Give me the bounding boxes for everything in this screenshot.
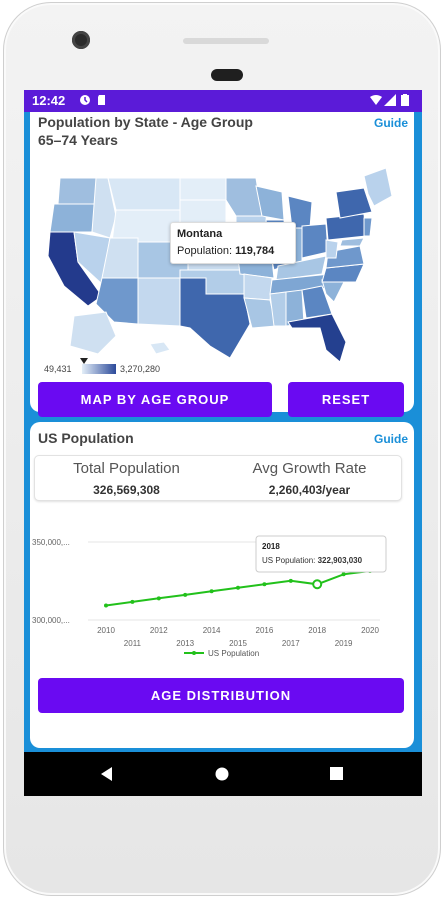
data-point <box>312 579 323 590</box>
map-subtitle: 65–74 Years <box>38 132 118 148</box>
age-distribution-button[interactable]: AGE DISTRIBUTION <box>38 678 404 713</box>
state-nm <box>137 277 181 327</box>
state-ny <box>335 187 373 219</box>
x-tick-label: 2016 <box>256 626 274 635</box>
state-ar <box>243 273 273 301</box>
x-tick-label: 2019 <box>335 639 353 648</box>
android-nav-bar <box>24 752 422 796</box>
total-population-value: 326,569,308 <box>93 483 160 497</box>
state-oh <box>301 223 329 259</box>
population-card: US Population Guide Total Population 326… <box>30 422 414 748</box>
state-tx <box>179 277 251 359</box>
growth-rate-value: 2,260,403/year <box>268 483 351 497</box>
status-bar: 12:42 <box>24 90 422 112</box>
state-pa <box>325 213 367 241</box>
recents-icon[interactable] <box>330 767 343 780</box>
population-line-chart[interactable]: 350,000,... 300,000,... 2010 2011 2012 2013… <box>30 532 414 672</box>
data-point <box>130 599 135 604</box>
x-tick-label: 2020 <box>361 626 379 635</box>
state-mn <box>225 177 263 217</box>
x-tick-label: 2017 <box>282 639 300 648</box>
legend-max: 3,270,280 <box>120 364 161 374</box>
battery-icon <box>401 94 409 106</box>
chart-tooltip-value: 322,903,030 <box>318 556 363 565</box>
home-icon[interactable] <box>215 767 229 781</box>
top-speaker <box>183 38 269 44</box>
x-tick-label: 2010 <box>97 626 115 635</box>
earpiece <box>211 69 243 81</box>
data-point <box>183 592 188 597</box>
state-md <box>339 237 365 247</box>
legend-min: 49,431 <box>44 364 72 374</box>
state-sd <box>179 199 227 225</box>
chart-tooltip: 2018 US Population: 322,903,030 <box>255 535 387 573</box>
tooltip-state-name: Montana <box>177 228 223 240</box>
state-ne-region <box>363 167 393 207</box>
state-wa <box>57 177 97 205</box>
sync-icon <box>80 95 90 105</box>
population-stats: Total Population 326,569,308 Avg Growth … <box>34 455 402 501</box>
us-choropleth-map[interactable] <box>30 166 414 376</box>
chart-tooltip-prefix: US Population: <box>262 556 318 565</box>
data-point <box>262 582 267 587</box>
data-point <box>104 603 108 608</box>
map-tooltip: Montana Population: 119,784 <box>170 222 296 264</box>
x-tick-label: 2012 <box>150 626 168 635</box>
tooltip-population-line: Population: 119,784 <box>177 245 274 257</box>
legend-series-name: US Population <box>208 649 259 658</box>
population-title: US Population <box>38 430 134 446</box>
y-tick-label: 300,000,... <box>32 616 70 625</box>
data-point <box>288 578 293 583</box>
state-hi <box>149 341 171 355</box>
x-tick-label: 2013 <box>176 639 194 648</box>
x-tick-label: 2014 <box>203 626 221 635</box>
y-tick-label: 350,000,... <box>32 538 70 547</box>
data-point <box>236 585 240 590</box>
status-time: 12:42 <box>32 93 66 108</box>
sd-card-icon <box>98 95 105 105</box>
state-wv <box>325 239 339 259</box>
data-point <box>156 596 161 601</box>
map-title: Population by State - Age Group <box>38 114 253 130</box>
state-ky <box>275 255 327 281</box>
chart-legend: US Population <box>184 649 259 658</box>
tooltip-population-prefix: Population: <box>177 245 236 257</box>
chart-tooltip-box <box>255 535 387 573</box>
data-point <box>209 589 214 594</box>
front-camera <box>72 31 90 49</box>
growth-rate-label: Avg Growth Rate <box>252 460 367 477</box>
data-point <box>341 572 346 577</box>
chart-tooltip-text: US Population: 322,903,030 <box>262 556 363 565</box>
legend-swatch-dot <box>192 651 196 655</box>
map-card: Population by State - Age Group 65–74 Ye… <box>30 112 414 417</box>
chart-tooltip-title: 2018 <box>262 542 280 551</box>
screen: 12:42 Population by State - Age Group 65… <box>24 90 422 796</box>
wifi-icon <box>370 95 382 105</box>
tooltip-population-value: 119,784 <box>235 245 275 257</box>
state-nd <box>179 177 227 201</box>
map-guide-link[interactable]: Guide <box>373 116 408 130</box>
signal-icon <box>384 94 396 106</box>
state-ak <box>69 311 117 355</box>
population-guide-link[interactable]: Guide <box>373 432 408 446</box>
state-mt <box>107 177 181 211</box>
legend-color-scale <box>82 364 116 374</box>
map-by-age-group-button[interactable]: MAP BY AGE GROUP <box>38 382 272 417</box>
back-icon[interactable] <box>99 766 113 782</box>
main-content: Population by State - Age Group 65–74 Ye… <box>24 112 422 752</box>
total-population-label: Total Population <box>73 460 180 477</box>
state-or <box>49 203 97 233</box>
reset-button[interactable]: RESET <box>288 382 404 417</box>
x-tick-label: 2015 <box>229 639 247 648</box>
legend-marker-icon <box>80 358 88 364</box>
x-tick-label: 2018 <box>308 626 326 635</box>
x-tick-label: 2011 <box>124 639 142 648</box>
state-fl <box>287 313 347 363</box>
state-nj <box>363 217 373 237</box>
state-id <box>91 177 117 239</box>
